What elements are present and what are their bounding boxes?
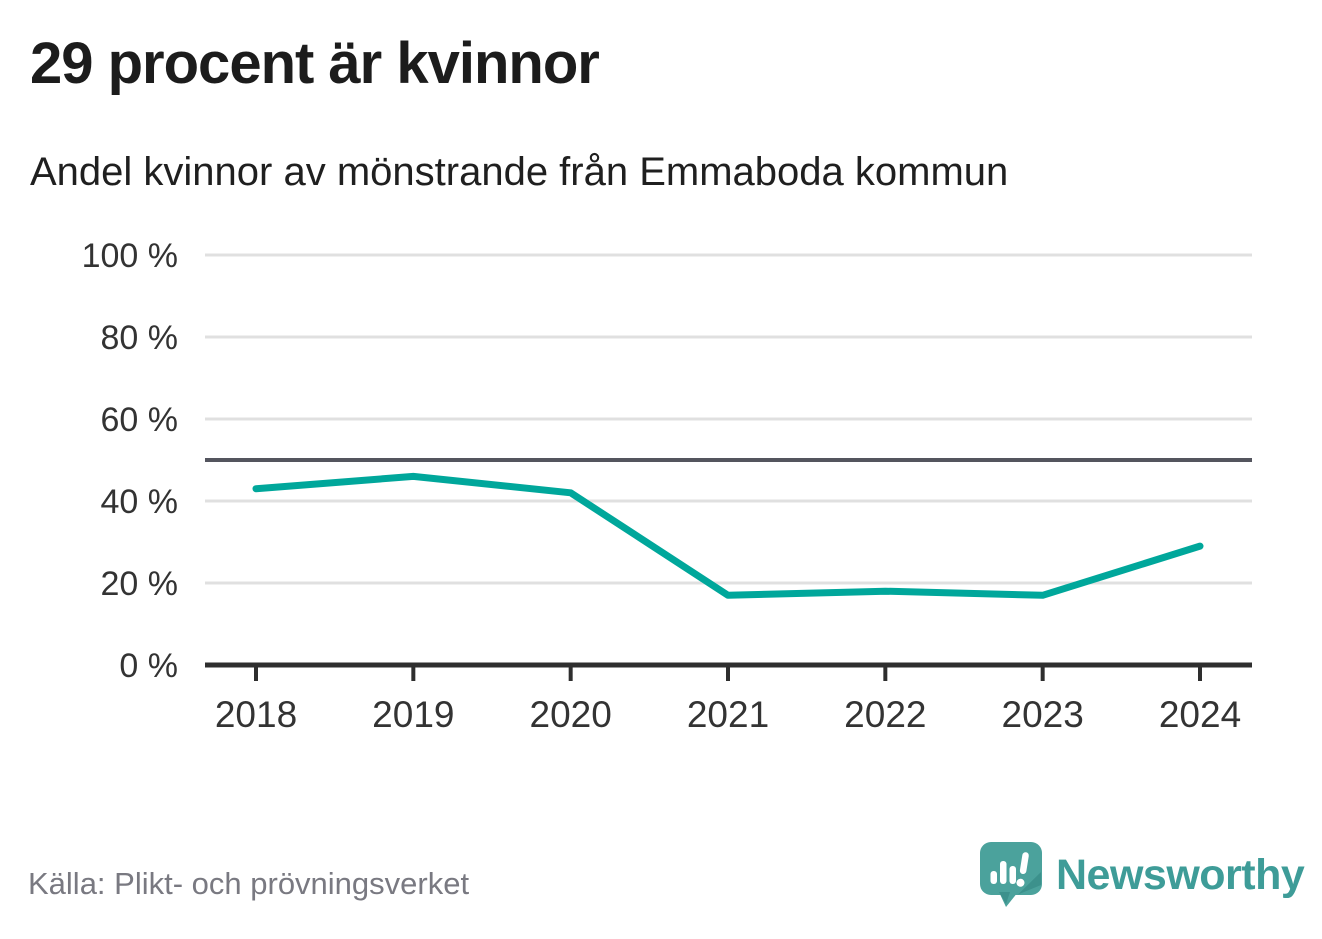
logo-tail-shade [999,892,1010,904]
x-tick-label-2021: 2021 [687,694,769,735]
x-tick-label-2023: 2023 [1002,694,1084,735]
newsworthy-logo-icon [980,842,1042,907]
x-tick-label-2018: 2018 [215,694,297,735]
y-tick-label-100: 100 % [82,237,178,275]
y-tick-label-40: 40 % [101,483,179,521]
x-tick-label-2022: 2022 [844,694,926,735]
y-tick-label-20: 20 % [101,565,179,603]
newsworthy-logo: Newsworthy [980,842,1305,908]
logo-bar-tall [1000,861,1007,884]
line-chart: 0 % 20 % 40 % 60 % 80 % 100 % 2018 2019 2020 2021… [82,237,1252,735]
x-tick-label-2024: 2024 [1159,694,1241,735]
logo-bar-small [990,871,997,884]
y-tick-label-80: 80 % [101,319,179,357]
newsworthy-logo-text: Newsworthy [1056,850,1305,899]
logo-bar-medium [1009,866,1016,884]
chart-title: 29 procent är kvinnor [30,31,600,96]
chart-subtitle: Andel kvinnor av mönstrande från Emmabod… [30,150,1009,194]
logo-exclamation-mark [1016,852,1029,887]
x-tick-label-2020: 2020 [530,694,612,735]
y-tick-label-60: 60 % [101,401,179,439]
data-line [252,472,1204,599]
y-tick-label-0: 0 % [119,647,178,685]
x-tick-label-2019: 2019 [372,694,454,735]
source-note: Källa: Plikt- och prövningsverket [28,866,470,901]
logo-bubble-shade [1018,872,1041,895]
